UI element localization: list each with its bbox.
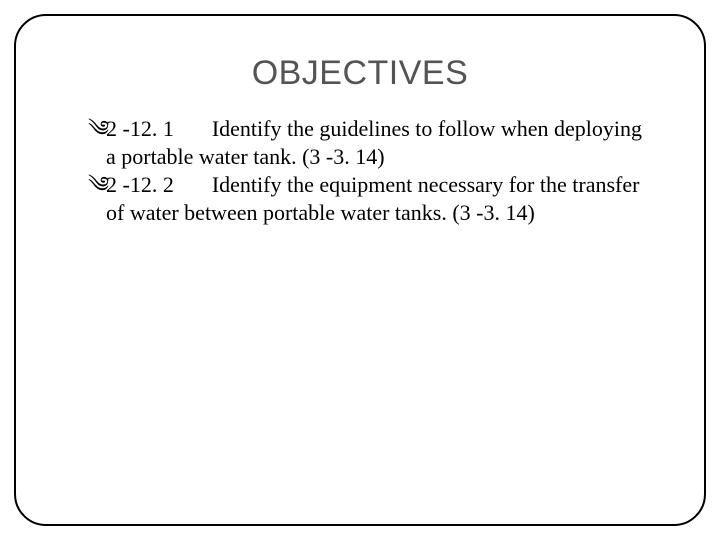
objective-code: 2 -12. 2 <box>106 172 174 197</box>
objectives-list: ༄2 -12. 1Identify the guidelines to foll… <box>88 115 644 228</box>
bullet-icon: ༄ <box>88 171 106 199</box>
bullet-icon: ༄ <box>88 115 106 143</box>
objective-item: ༄2 -12. 1Identify the guidelines to foll… <box>88 115 644 171</box>
slide-frame: OBJECTIVES ༄2 -12. 1Identify the guideli… <box>14 14 706 526</box>
objective-code: 2 -12. 1 <box>106 116 174 141</box>
slide-title: OBJECTIVES <box>16 54 704 93</box>
objective-text: Identify the guidelines to follow when d… <box>106 116 642 169</box>
objective-item: ༄2 -12. 2Identify the equipment necessar… <box>88 171 644 227</box>
objective-text: Identify the equipment necessary for the… <box>106 172 639 225</box>
